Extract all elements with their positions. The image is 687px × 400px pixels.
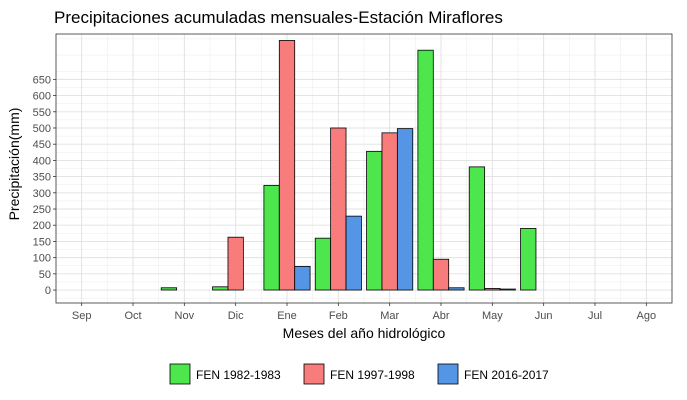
bar (314, 237, 332, 291)
bar (366, 150, 383, 291)
bar (396, 128, 414, 291)
legend-label: FEN 1997-1998 (330, 368, 415, 382)
x-tick-label: Oct (124, 310, 141, 322)
x-tick-label: Dic (228, 310, 244, 322)
x-tick-label: Sep (72, 310, 92, 322)
legend: FEN 1982-1983 FEN 1997-1998 FEN 2016-2017 (169, 363, 549, 385)
x-tick-label: Nov (175, 310, 195, 322)
y-tick-label: 250 (33, 204, 51, 216)
x-tick-label: Jun (535, 310, 553, 322)
x-tick-label: Ene (277, 310, 297, 322)
bar (345, 215, 362, 291)
grid-major (56, 34, 672, 303)
x-tick-label: Jul (588, 310, 602, 322)
bar (160, 287, 178, 291)
bar (417, 49, 434, 291)
x-tick-label: May (482, 310, 503, 322)
y-tick-label: 500 (33, 123, 51, 135)
bar (520, 228, 537, 291)
bars (160, 40, 537, 291)
x-axis-title: Meses del año hidrológico (283, 325, 446, 341)
bar (330, 127, 347, 291)
bar (278, 40, 296, 291)
y-tick-label: 200 (33, 220, 51, 232)
y-tick-label: 150 (33, 236, 51, 248)
legend-key (303, 363, 325, 385)
y-axis: 0 50 100 150 200 250 300 350 400 450 500 550 600 650 (33, 74, 56, 297)
y-tick-label: 600 (33, 91, 51, 103)
bar (484, 288, 501, 291)
bar (448, 287, 465, 291)
legend-key (437, 363, 459, 385)
y-tick-label: 650 (33, 74, 51, 86)
y-tick-label: 100 (33, 253, 51, 265)
x-axis: Sep Oct Nov Dic Ene Feb Mar Abr May Jun Jul Ago (72, 303, 656, 322)
bar (432, 258, 450, 291)
plot-area (55, 33, 673, 304)
y-tick-label: 50 (39, 269, 51, 281)
y-tick-label: 450 (33, 139, 51, 151)
bar (227, 236, 244, 291)
chart-title: Precipitaciones acumuladas mensuales-Est… (54, 8, 503, 27)
x-tick-label: Ago (637, 310, 657, 322)
legend-key (169, 363, 191, 385)
y-tick-label: 0 (45, 285, 51, 297)
y-axis-title: Precipitación(mm) (6, 108, 22, 221)
x-tick-label: Feb (329, 310, 348, 322)
legend-label: FEN 1982-1983 (196, 368, 281, 382)
plot-border (55, 33, 673, 304)
y-tick-label: 300 (33, 188, 51, 200)
y-tick-label: 350 (33, 172, 51, 184)
x-tick-label: Mar (380, 310, 399, 322)
bar (263, 184, 280, 291)
y-tick-label: 550 (33, 107, 51, 119)
bar (499, 288, 516, 291)
bar (212, 286, 229, 291)
bar (381, 132, 398, 291)
x-tick-label: Abr (432, 310, 449, 322)
legend-label: FEN 2016-2017 (464, 368, 549, 382)
bar (468, 166, 486, 291)
y-tick-label: 400 (33, 155, 51, 167)
grid-minor (55, 34, 673, 303)
bar (294, 265, 311, 291)
